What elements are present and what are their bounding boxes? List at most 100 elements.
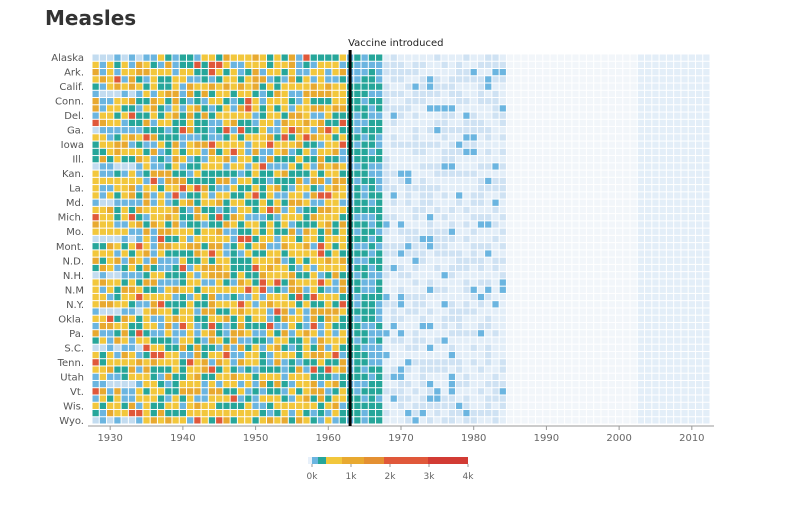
- heatmap-cell: [325, 148, 332, 156]
- heatmap-cell: [688, 90, 695, 98]
- heatmap-cell: [448, 90, 456, 98]
- heatmap-cell: [332, 322, 339, 330]
- heatmap-cell: [572, 308, 579, 315]
- heatmap-cell: [652, 185, 659, 192]
- heatmap-cell: [361, 250, 368, 257]
- heatmap-cell: [216, 206, 223, 214]
- heatmap-cell: [157, 185, 165, 192]
- heatmap-cell: [187, 417, 194, 424]
- heatmap-cell: [652, 112, 659, 119]
- heatmap-cell: [630, 141, 637, 148]
- state-label: Iowa: [61, 140, 84, 151]
- heatmap-cell: [143, 61, 150, 69]
- heatmap-cell: [434, 177, 441, 185]
- heatmap-cell: [514, 83, 521, 90]
- heatmap-cell: [354, 177, 361, 185]
- heatmap-cell: [179, 286, 187, 293]
- heatmap-cell: [317, 409, 325, 417]
- heatmap-cell: [434, 199, 441, 206]
- heatmap-cell: [586, 185, 594, 192]
- heatmap-cell: [470, 286, 477, 293]
- heatmap-cell: [688, 279, 695, 286]
- heatmap-cell: [426, 272, 434, 279]
- heatmap-cell: [543, 112, 550, 119]
- heatmap-cell: [332, 330, 339, 337]
- heatmap-cell: [208, 344, 216, 351]
- heatmap-cell: [179, 54, 187, 61]
- heatmap-cell: [557, 206, 565, 214]
- heatmap-cell: [187, 90, 194, 98]
- heatmap-cell: [310, 359, 317, 366]
- heatmap-cell: [157, 192, 165, 199]
- heatmap-cell: [179, 199, 187, 206]
- heatmap-cell: [317, 214, 325, 221]
- heatmap-cell: [579, 344, 586, 351]
- heatmap-cell: [521, 177, 528, 185]
- heatmap-cell: [230, 250, 237, 257]
- heatmap-cell: [695, 112, 703, 119]
- heatmap-cell: [666, 373, 674, 380]
- heatmap-cell: [194, 257, 201, 264]
- state-label: Okla.: [58, 314, 84, 325]
- heatmap-cell: [485, 366, 492, 373]
- heatmap-cell: [332, 119, 339, 127]
- heatmap-cell: [194, 359, 201, 366]
- heatmap-cell: [397, 76, 405, 83]
- heatmap-cell: [317, 112, 325, 119]
- heatmap-cell: [143, 127, 150, 134]
- heatmap-cell: [630, 199, 637, 206]
- heatmap-cell: [274, 141, 281, 148]
- heatmap-cell: [303, 308, 310, 315]
- heatmap-cell: [317, 141, 325, 148]
- heatmap-cell: [157, 409, 165, 417]
- heatmap-cell: [536, 192, 543, 199]
- heatmap-cell: [245, 127, 252, 134]
- heatmap-cell: [666, 279, 674, 286]
- heatmap-cell: [557, 366, 565, 373]
- heatmap-cell: [645, 388, 652, 395]
- heatmap-cell: [172, 235, 179, 243]
- heatmap-cell: [136, 127, 143, 134]
- heatmap-cell: [659, 395, 666, 402]
- heatmap-cell: [543, 54, 550, 61]
- heatmap-cell: [165, 373, 172, 380]
- heatmap-cell: [317, 330, 325, 337]
- heatmap-cell: [426, 264, 434, 272]
- heatmap-cell: [354, 83, 361, 90]
- heatmap-cell: [252, 177, 259, 185]
- heatmap-cell: [376, 134, 383, 141]
- state-label: N.M: [65, 285, 84, 296]
- heatmap-cell: [281, 69, 288, 76]
- heatmap-cell: [666, 54, 674, 61]
- heatmap-cell: [390, 192, 397, 199]
- heatmap-cell: [223, 119, 230, 127]
- heatmap-cell: [601, 344, 608, 351]
- heatmap-cell: [550, 228, 557, 235]
- heatmap-cell: [128, 127, 136, 134]
- heatmap-cell: [419, 315, 426, 322]
- state-label: La.: [69, 184, 84, 195]
- heatmap-cell: [441, 83, 448, 90]
- heatmap-cell: [666, 322, 674, 330]
- heatmap-cell: [317, 192, 325, 199]
- heatmap-cell: [332, 380, 339, 388]
- heatmap-cell: [208, 308, 216, 315]
- heatmap-cell: [266, 98, 274, 105]
- heatmap-cell: [565, 170, 572, 177]
- heatmap-cell: [565, 54, 572, 61]
- heatmap-cell: [99, 69, 107, 76]
- heatmap-cell: [208, 402, 216, 409]
- heatmap-cell: [637, 279, 645, 286]
- heatmap-cell: [623, 243, 630, 250]
- heatmap-cell: [695, 228, 703, 235]
- heatmap-cell: [630, 214, 637, 221]
- heatmap-cell: [317, 105, 325, 112]
- heatmap-cell: [201, 272, 208, 279]
- heatmap-cell: [157, 279, 165, 286]
- heatmap-cell: [695, 221, 703, 228]
- legend-label: 2k: [385, 472, 397, 482]
- heatmap-cell: [390, 170, 397, 177]
- heatmap-cell: [296, 272, 303, 279]
- heatmap-cell: [419, 301, 426, 308]
- heatmap-cell: [157, 286, 165, 293]
